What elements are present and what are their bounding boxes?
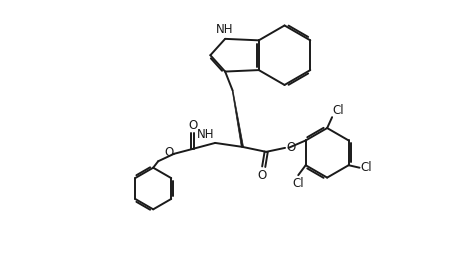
Text: O: O xyxy=(188,119,198,132)
Text: NH: NH xyxy=(216,23,233,36)
Text: O: O xyxy=(257,169,266,182)
Text: Cl: Cl xyxy=(360,161,372,174)
Text: NH: NH xyxy=(197,128,215,141)
Text: Cl: Cl xyxy=(292,177,304,190)
Text: Cl: Cl xyxy=(332,104,344,117)
Polygon shape xyxy=(232,90,244,147)
Text: O: O xyxy=(164,146,173,159)
Text: O: O xyxy=(286,141,295,154)
